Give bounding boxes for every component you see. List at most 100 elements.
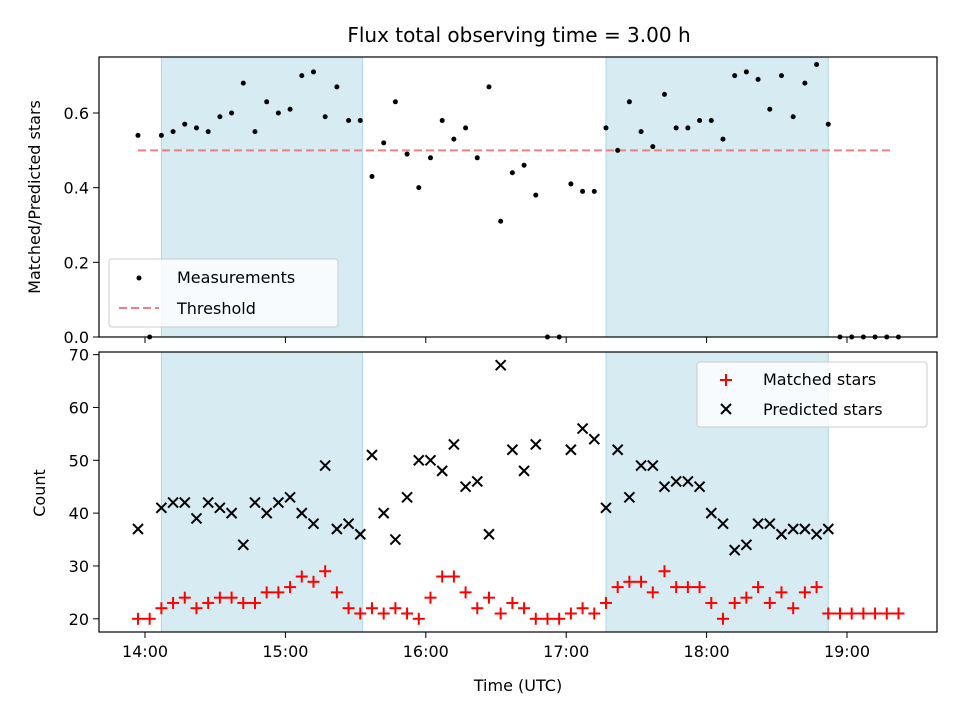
measurement-point xyxy=(229,110,235,116)
bottom-panel: 20 30 40 50 60 70 14:00 15:00 16:00 17:00 18:00 19… xyxy=(30,346,938,695)
measurement-point xyxy=(275,110,281,116)
x-tick-label: 15:00 xyxy=(262,642,308,661)
predicted-star-point xyxy=(284,491,296,503)
predicted-star-point xyxy=(448,438,460,451)
predicted-star-point xyxy=(424,454,437,467)
matched-star-point xyxy=(810,581,823,594)
predicted-star-point xyxy=(401,491,413,503)
top-y-axis-label: Matched/Predicted stars xyxy=(25,100,44,294)
predicted-star-point xyxy=(799,523,811,535)
measurement-point xyxy=(217,114,223,120)
predicted-star-point xyxy=(682,475,694,488)
predicted-star-point xyxy=(167,496,179,509)
predicted-star-point xyxy=(132,523,144,535)
measurement-point xyxy=(381,140,387,146)
matched-star-point xyxy=(401,607,414,620)
predicted-star-point xyxy=(237,539,249,551)
measurement-point xyxy=(427,155,433,161)
predicted-star-point xyxy=(249,496,261,509)
legend-measurements-marker xyxy=(136,275,142,281)
matched-star-point xyxy=(798,586,811,599)
shaded-interval-1 xyxy=(160,351,364,633)
matched-star-point xyxy=(822,607,835,620)
matched-star-point xyxy=(178,591,191,604)
predicted-star-point xyxy=(260,507,273,519)
matched-star-point xyxy=(494,607,507,620)
matched-star-point xyxy=(880,607,893,620)
predicted-star-point xyxy=(179,496,191,509)
matched-star-point xyxy=(892,607,905,620)
predicted-star-point xyxy=(775,528,788,540)
predicted-star-point xyxy=(377,507,390,519)
predicted-star-point xyxy=(728,544,741,556)
measurement-point xyxy=(264,99,270,105)
x-axis-label: Time (UTC) xyxy=(473,676,562,695)
matched-star-point xyxy=(412,612,425,625)
measurement-point xyxy=(673,125,679,131)
measurement-point xyxy=(638,129,644,135)
matched-star-point xyxy=(202,596,215,609)
matched-star-point xyxy=(564,607,577,620)
measurement-point xyxy=(170,129,176,135)
matched-star-point xyxy=(131,612,144,625)
legend-measurements-label: Measurements xyxy=(177,268,295,287)
legend-matched-label: Matched stars xyxy=(763,370,876,389)
predicted-star-point xyxy=(576,422,589,435)
y-tick-label: 50 xyxy=(69,451,89,470)
predicted-star-point xyxy=(459,481,472,493)
predicted-star-point xyxy=(764,517,776,530)
matched-star-point xyxy=(635,575,648,588)
measurement-point xyxy=(626,99,632,105)
matched-star-point xyxy=(599,596,612,609)
measurement-point xyxy=(451,136,457,142)
matched-star-point xyxy=(436,570,449,583)
x-tick-label: 18:00 xyxy=(684,642,730,661)
measurement-point xyxy=(767,106,773,112)
measurement-point xyxy=(732,73,738,79)
matched-star-point xyxy=(623,575,636,588)
measurement-point xyxy=(708,117,714,123)
measurement-point xyxy=(580,188,586,194)
measurement-point xyxy=(814,61,820,67)
measurement-point xyxy=(498,218,504,224)
top-axes-frame xyxy=(98,56,938,338)
matched-star-point xyxy=(752,581,765,594)
matched-star-point xyxy=(506,596,519,609)
predicted-star-point xyxy=(354,528,366,540)
predicted-star-point xyxy=(658,481,671,493)
matched-star-point xyxy=(377,607,390,620)
predicted-star-point xyxy=(471,475,483,488)
shaded-interval-2 xyxy=(605,56,829,338)
predicted-star-point xyxy=(296,507,308,519)
measurement-point xyxy=(346,117,352,123)
y-tick-label: 0.4 xyxy=(64,179,89,198)
matched-star-point xyxy=(365,602,378,615)
measurement-point xyxy=(392,99,398,105)
matched-star-point xyxy=(284,581,297,594)
predicted-star-point xyxy=(752,517,764,530)
measurement-point xyxy=(778,73,784,79)
measurement-point xyxy=(193,125,199,131)
measurement-point xyxy=(322,114,328,120)
measurement-points xyxy=(135,61,901,340)
predicted-star-point xyxy=(190,512,203,525)
matched-star-point xyxy=(225,591,238,604)
y-tick-label: 0.0 xyxy=(64,328,89,347)
measurement-point xyxy=(603,125,609,131)
measurement-point xyxy=(135,132,141,138)
predicted-star-point xyxy=(518,465,530,477)
predicted-star-point xyxy=(822,523,834,535)
predicted-star-point xyxy=(600,502,612,514)
measurement-point xyxy=(240,80,246,86)
predicted-star-point xyxy=(588,433,600,445)
measurement-point xyxy=(287,106,293,112)
measurement-point xyxy=(205,129,211,135)
top-legend: Measurements Threshold xyxy=(108,258,339,328)
y-tick-label: 60 xyxy=(69,398,89,417)
matched-star-point xyxy=(646,586,659,599)
matched-star-point xyxy=(190,602,203,615)
matched-star-point xyxy=(728,596,741,609)
measurement-point xyxy=(182,121,188,127)
measurement-point xyxy=(568,181,574,187)
predicted-star-point xyxy=(494,359,507,371)
